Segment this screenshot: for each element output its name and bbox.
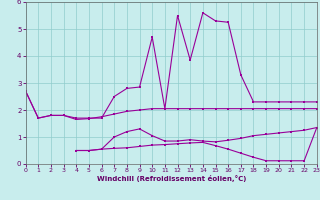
X-axis label: Windchill (Refroidissement éolien,°C): Windchill (Refroidissement éolien,°C) [97, 175, 246, 182]
